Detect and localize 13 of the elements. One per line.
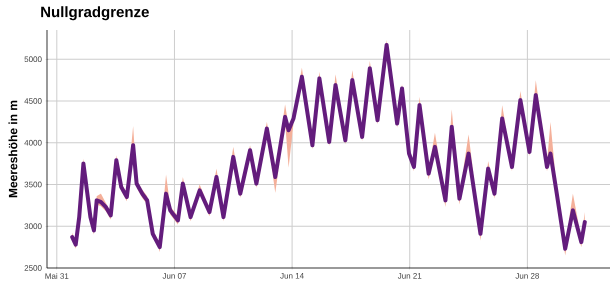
chart-title: Nullgradgrenze [41, 6, 149, 20]
y-axis-title: Meereshöhe in m [8, 100, 18, 198]
y-tick-label: 2500 [24, 265, 42, 271]
y-tick-label: 4500 [24, 98, 42, 104]
y-tick-label: 3500 [24, 182, 42, 188]
y-tick-label: 3000 [24, 223, 42, 230]
x-tick-label: Jun 07 [162, 273, 186, 279]
y-tick-label: 4000 [24, 140, 42, 146]
x-tick-label: Jun 14 [280, 273, 304, 279]
x-tick-label: Jun 21 [398, 273, 422, 279]
x-tick-label: Jun 28 [515, 273, 540, 279]
y-tick-label: 5000 [24, 56, 42, 62]
x-tick-label: Mai 31 [45, 273, 68, 279]
